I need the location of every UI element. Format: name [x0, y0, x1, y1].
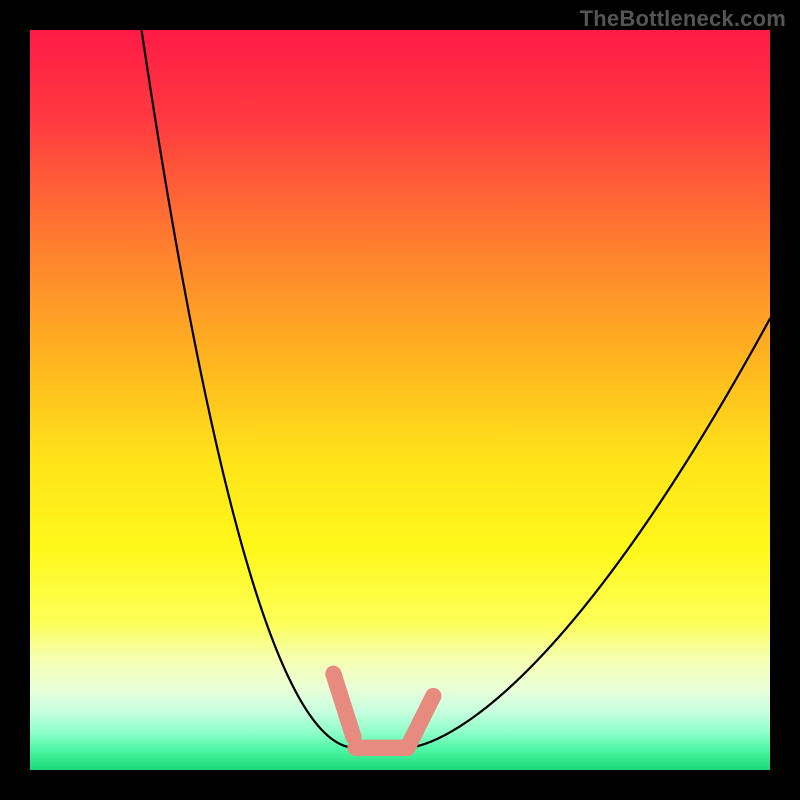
- chart-container: TheBottleneck.com: [0, 0, 800, 800]
- watermark-text: TheBottleneck.com: [580, 6, 786, 32]
- gradient-background: [30, 30, 770, 770]
- plot-area: [30, 30, 770, 770]
- chart-svg: [30, 30, 770, 770]
